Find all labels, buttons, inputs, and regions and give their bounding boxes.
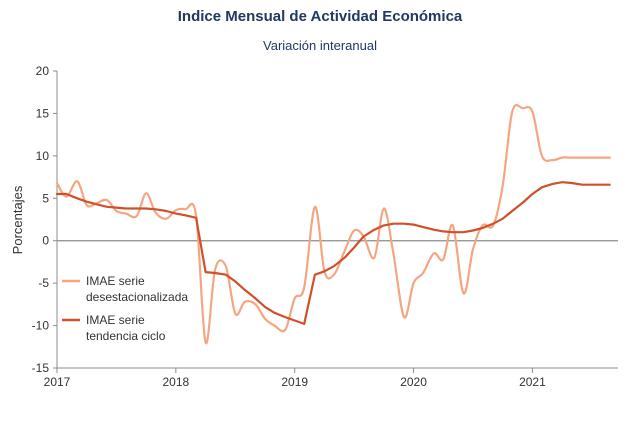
x-tick-label: 2017	[44, 375, 71, 389]
y-axis-label: Porcentajes	[10, 185, 25, 254]
chart-subtitle: Variación interanual	[263, 38, 377, 53]
chart-title: Indice Mensual de Actividad Económica	[177, 8, 463, 25]
y-tick-label: 15	[36, 106, 50, 120]
legend-label-desestacionalizada: IMAE serie	[86, 274, 145, 288]
y-tick-label: -15	[32, 361, 50, 375]
y-tick-label: -5	[38, 276, 49, 290]
y-tick-label: 20	[36, 64, 50, 78]
series-line-tendencia	[55, 181, 611, 325]
series-line-desestacionalizada	[55, 103, 611, 345]
y-tick-label: 10	[36, 149, 50, 163]
y-tick-label: 0	[42, 234, 49, 248]
x-tick-label: 2021	[519, 375, 546, 389]
chart-legend: IMAE serie desestacionalizada IMAE serie te…	[62, 274, 188, 343]
legend-label-tendencia: tendencia ciclo	[86, 329, 166, 343]
x-tick-label: 2019	[281, 375, 308, 389]
chart-series-layer	[55, 103, 611, 345]
x-tick-label: 2018	[163, 375, 190, 389]
legend-label-desestacionalizada: desestacionalizada	[86, 290, 188, 304]
x-tick-label: 2020	[400, 375, 427, 389]
legend-label-tendencia: IMAE serie	[86, 313, 145, 327]
y-tick-label: -10	[32, 319, 50, 333]
y-tick-label: 5	[42, 191, 49, 205]
